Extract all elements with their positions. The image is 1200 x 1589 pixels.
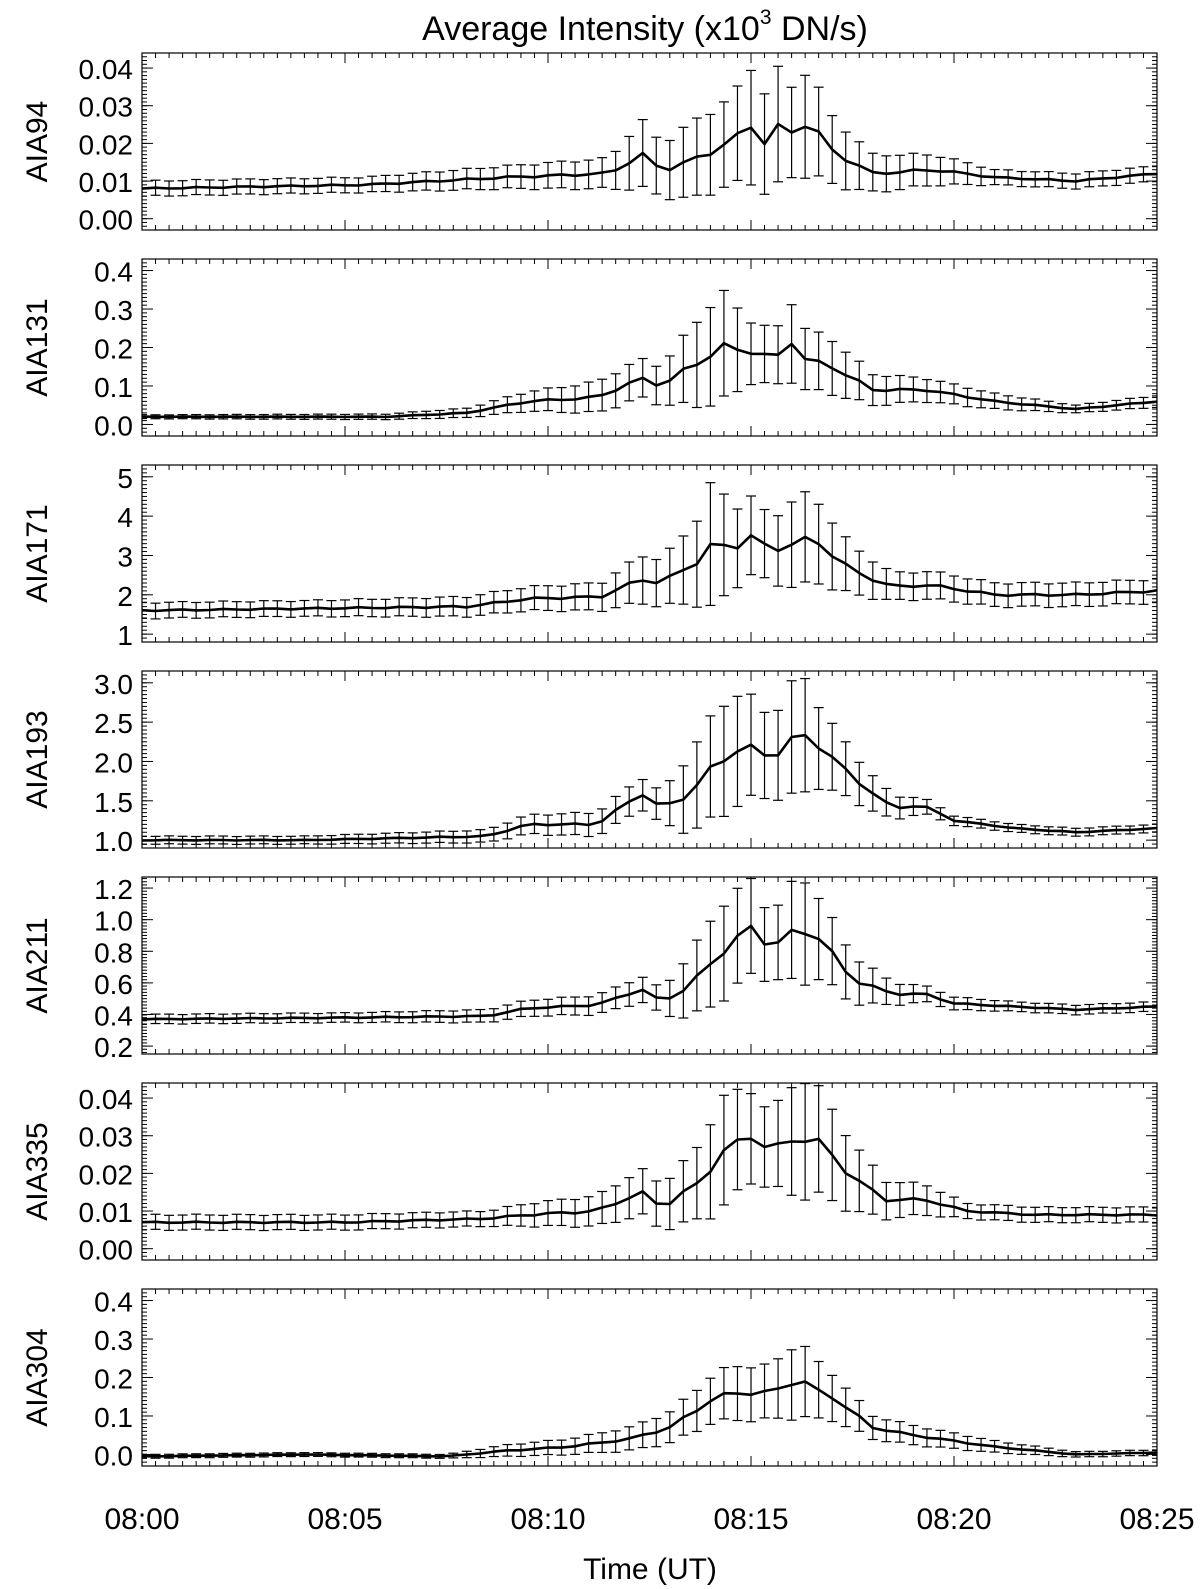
y-tick-label: 0.2 [94, 334, 133, 365]
panel-aia131: 0.0 0.1 0.2 0.3 0.4 AIA131 [21, 257, 1158, 441]
x-tick-label: 08:00 [104, 1503, 179, 1536]
panel-aia211: 0.20.40.60.81.01.2 AIA211 [21, 874, 1158, 1063]
x-tick-label: 08:10 [510, 1503, 585, 1536]
y-tick-label: 3 [117, 541, 133, 572]
series-line [142, 122, 1157, 190]
y-axis-label: AIA304 [21, 1328, 54, 1426]
y-tick-label: 2.0 [94, 747, 133, 778]
y-tick-label: 0.2 [94, 1364, 133, 1395]
panel-aia171: 1 2 3 4 5 AIA171 [21, 463, 1158, 651]
y-tick-label: 0.4 [94, 1000, 133, 1031]
x-tick-label: 08:20 [916, 1503, 991, 1536]
y-tick-label: 0.8 [94, 937, 133, 968]
y-tick-label: 2 [117, 581, 133, 612]
series-aia193 [142, 677, 1157, 846]
x-tick-label: 08:15 [713, 1503, 788, 1536]
panels: 0.000.010.020.030.04AIA940.00.10.20.30.4… [21, 52, 1158, 1471]
x-axis-label: Time (UT) [583, 1553, 717, 1586]
series-line [142, 533, 1157, 613]
y-tick-label: 0.02 [79, 1159, 134, 1190]
title-superscript: 3 [760, 6, 772, 29]
y-tick-label: 0.03 [79, 92, 134, 123]
series-aia171 [142, 482, 1157, 620]
x-tick-label: 08:05 [307, 1503, 382, 1536]
y-axis-label: AIA171 [21, 504, 54, 602]
y-tick-label: 0.4 [94, 1287, 133, 1318]
y-tick-label: 0.00 [79, 1235, 134, 1266]
y-tick-label: 1.0 [94, 906, 133, 937]
y-tick-label: 3.0 [94, 669, 133, 700]
y-tick-label: 0.3 [94, 1325, 133, 1356]
panel-frame [141, 1082, 1158, 1261]
series-aia211 [142, 877, 1157, 1025]
y-tick-label: 0.04 [79, 1084, 134, 1115]
panel-frame [141, 52, 1158, 231]
y-axis-label: AIA94 [21, 101, 54, 183]
y-axis-label: AIA131 [21, 298, 54, 396]
y-tick-label: 0.2 [94, 1032, 133, 1063]
y-tick-label: 0.6 [94, 969, 133, 1000]
y-tick-label: 0.0 [94, 1440, 133, 1471]
panel-frame [141, 1288, 1158, 1467]
y-tick-label: 1 [117, 620, 133, 651]
y-tick-label: 0.04 [79, 54, 134, 85]
title-end: DN/s) [772, 10, 868, 48]
panel-frame [141, 258, 1158, 437]
y-tick-label: 0.0 [94, 410, 133, 441]
y-axis-label: AIA211 [21, 917, 54, 1013]
y-tick-label: 1.5 [94, 787, 133, 818]
y-tick-label: 0.3 [94, 295, 133, 326]
y-axis-label: AIA193 [21, 710, 54, 808]
series-line [142, 341, 1157, 419]
x-tick-labels: 08:00 08:05 08:10 08:15 08:20 08:25 [104, 1503, 1194, 1536]
series-aia94 [142, 65, 1157, 201]
panel-aia335: 0.00 0.01 0.02 0.03 0.04 AIA335 [21, 1082, 1158, 1266]
y-tick-label: 4 [117, 502, 133, 533]
y-tick-label: 0.1 [94, 1402, 133, 1433]
series-aia335 [142, 1083, 1157, 1232]
series-aia131 [142, 289, 1157, 421]
y-tick-label: 2.5 [94, 708, 133, 739]
y-tick-label: 0.00 [79, 205, 134, 236]
panel-aia304: 0.0 0.1 0.2 0.3 0.4 AIA304 [21, 1287, 1158, 1471]
series-line [142, 733, 1157, 842]
y-tick-label: 0.02 [79, 129, 134, 160]
y-axis-label: AIA335 [21, 1122, 54, 1220]
title-main: Average Intensity (x10 [422, 10, 760, 48]
panel-aia193: 1.0 1.5 2.0 2.5 3.0 AIA193 [21, 669, 1158, 857]
figure-title: Average Intensity (x103 DN/s) [422, 6, 868, 48]
y-tick-label: 0.03 [79, 1122, 134, 1153]
y-tick-label: 0.1 [94, 372, 133, 403]
panel-frame [141, 464, 1158, 643]
y-tick-label: 0.4 [94, 257, 133, 288]
panel-frame [141, 670, 1158, 849]
series-line [142, 1137, 1157, 1225]
x-tick-label: 08:25 [1119, 1503, 1194, 1536]
series-line [142, 1380, 1157, 1458]
y-tick-label: 5 [117, 463, 133, 494]
y-tick-label: 0.01 [79, 1197, 134, 1228]
y-tick-label: 0.01 [79, 167, 134, 198]
y-tick-label: 1.2 [94, 874, 133, 905]
panel-frame [141, 876, 1158, 1055]
y-tick-label: 1.0 [94, 826, 133, 857]
series-aia304 [142, 1345, 1157, 1459]
panel-aia94: 0.00 0.01 0.02 0.03 0.04 AIA94 [21, 52, 1158, 236]
series-line [142, 924, 1157, 1021]
